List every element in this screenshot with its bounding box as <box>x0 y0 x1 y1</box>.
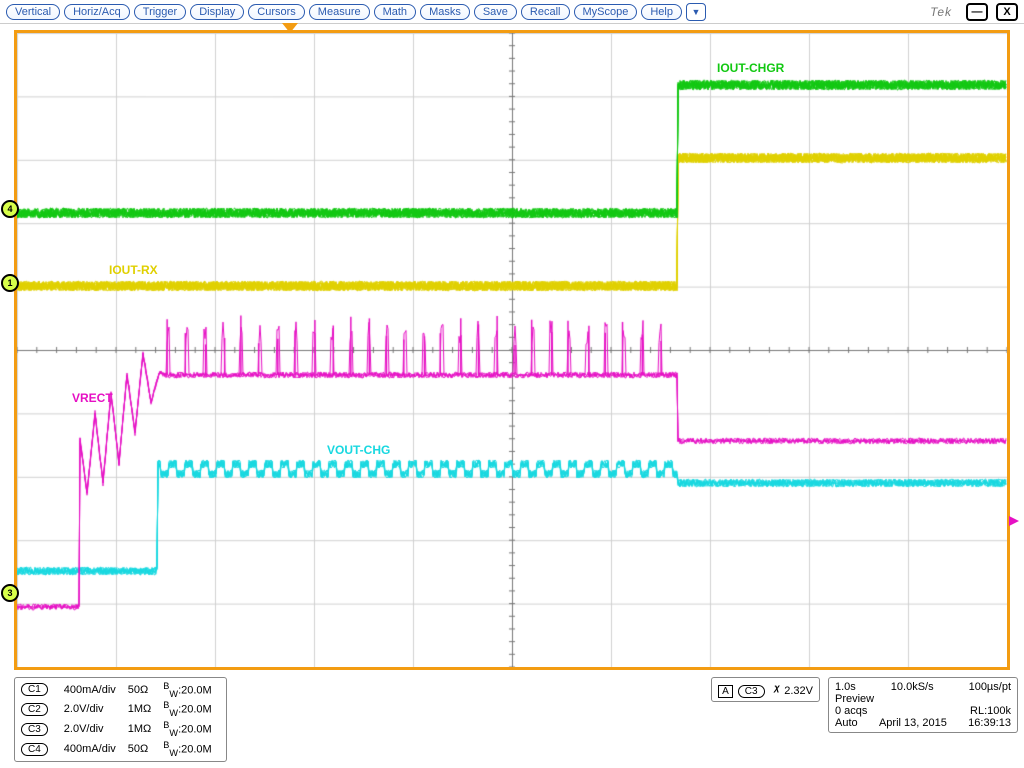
channel-impedance: 1MΩ <box>126 719 162 739</box>
channel-scale: 2.0V/div <box>62 719 126 739</box>
trigger-source: C3 <box>738 685 765 698</box>
minimize-button[interactable]: — <box>966 3 988 21</box>
trigger-edge-icon: ᵡ <box>774 681 780 697</box>
menu-horizacq[interactable]: Horiz/Acq <box>64 4 130 20</box>
channel-pill: C2 <box>21 703 48 716</box>
acq-state: Preview <box>835 693 874 705</box>
channel-scale: 2.0V/div <box>62 699 126 719</box>
channel-pill: C3 <box>21 723 48 736</box>
trigger-level-arrow <box>1009 516 1019 526</box>
channel-bandwidth: BW:20.0M <box>161 699 221 719</box>
time-label: 16:39:13 <box>968 717 1011 729</box>
menu-measure[interactable]: Measure <box>309 4 370 20</box>
channel-impedance: 50Ω <box>126 680 162 700</box>
channel-scale: 400mA/div <box>62 739 126 759</box>
menu-bar: VerticalHoriz/AcqTriggerDisplayCursorsMe… <box>0 0 1024 24</box>
acq-count: 0 acqs <box>835 705 867 717</box>
channel-pill: C1 <box>21 683 48 696</box>
channel-row-c1: C1 400mA/div50ΩBW:20.0M <box>19 680 222 700</box>
menu-vertical[interactable]: Vertical <box>6 4 60 20</box>
oscilloscope-display: 413IOUT-CHGRIOUT-RXVRECTVOUT-CHG <box>14 30 1010 670</box>
menu-trigger[interactable]: Trigger <box>134 4 186 20</box>
menu-myscope[interactable]: MyScope <box>574 4 638 20</box>
channel-bandwidth: BW:20.0M <box>161 680 221 700</box>
menu-display[interactable]: Display <box>190 4 244 20</box>
record-length: RL:100k <box>970 705 1011 717</box>
channel-impedance: 1MΩ <box>126 699 162 719</box>
time-resolution: 100µs/pt <box>969 681 1011 693</box>
channel-marker-4[interactable]: 4 <box>1 200 19 218</box>
waveform-canvas <box>17 33 1007 667</box>
trigger-level: 2.32V <box>784 685 813 697</box>
menu-cursors[interactable]: Cursors <box>248 4 305 20</box>
channel-row-c4: C4 400mA/div50ΩBW:20.0M <box>19 739 222 759</box>
waveform-label: VRECT <box>72 391 113 405</box>
waveform-label: VOUT-CHG <box>327 443 390 457</box>
sample-rate: 10.0kS/s <box>891 681 934 693</box>
channel-marker-3[interactable]: 3 <box>1 584 19 602</box>
date-label: April 13, 2015 <box>879 717 947 729</box>
menu-recall[interactable]: Recall <box>521 4 570 20</box>
close-button[interactable]: X <box>996 3 1018 21</box>
menu-math[interactable]: Math <box>374 4 416 20</box>
trigger-mode: A <box>718 685 733 698</box>
menu-dropdown-button[interactable]: ▼ <box>686 3 706 21</box>
menu-masks[interactable]: Masks <box>420 4 470 20</box>
trigger-position-marker <box>282 23 298 33</box>
channel-row-c2: C2 2.0V/div1MΩBW:20.0M <box>19 699 222 719</box>
status-bar: C1400mA/div50ΩBW:20.0MC22.0V/div1MΩBW:20… <box>14 677 1018 762</box>
channel-readout-panel: C1400mA/div50ΩBW:20.0MC22.0V/div1MΩBW:20… <box>14 677 227 762</box>
channel-pill: C4 <box>21 743 48 756</box>
channel-row-c3: C3 2.0V/div1MΩBW:20.0M <box>19 719 222 739</box>
timebase-readout: 1.0s 10.0kS/s 100µs/pt Preview 0 acqs RL… <box>828 677 1018 733</box>
waveform-label: IOUT-RX <box>109 263 158 277</box>
brand-logo: Tek <box>930 5 952 19</box>
channel-bandwidth: BW:20.0M <box>161 719 221 739</box>
menu-save[interactable]: Save <box>474 4 517 20</box>
trigger-readout: A C3 ᵡ 2.32V <box>711 677 820 702</box>
run-mode: Auto <box>835 717 858 729</box>
channel-scale: 400mA/div <box>62 680 126 700</box>
menu-help[interactable]: Help <box>641 4 682 20</box>
channel-marker-1[interactable]: 1 <box>1 274 19 292</box>
channel-impedance: 50Ω <box>126 739 162 759</box>
channel-bandwidth: BW:20.0M <box>161 739 221 759</box>
time-per-div: 1.0s <box>835 681 856 693</box>
waveform-label: IOUT-CHGR <box>717 61 784 75</box>
